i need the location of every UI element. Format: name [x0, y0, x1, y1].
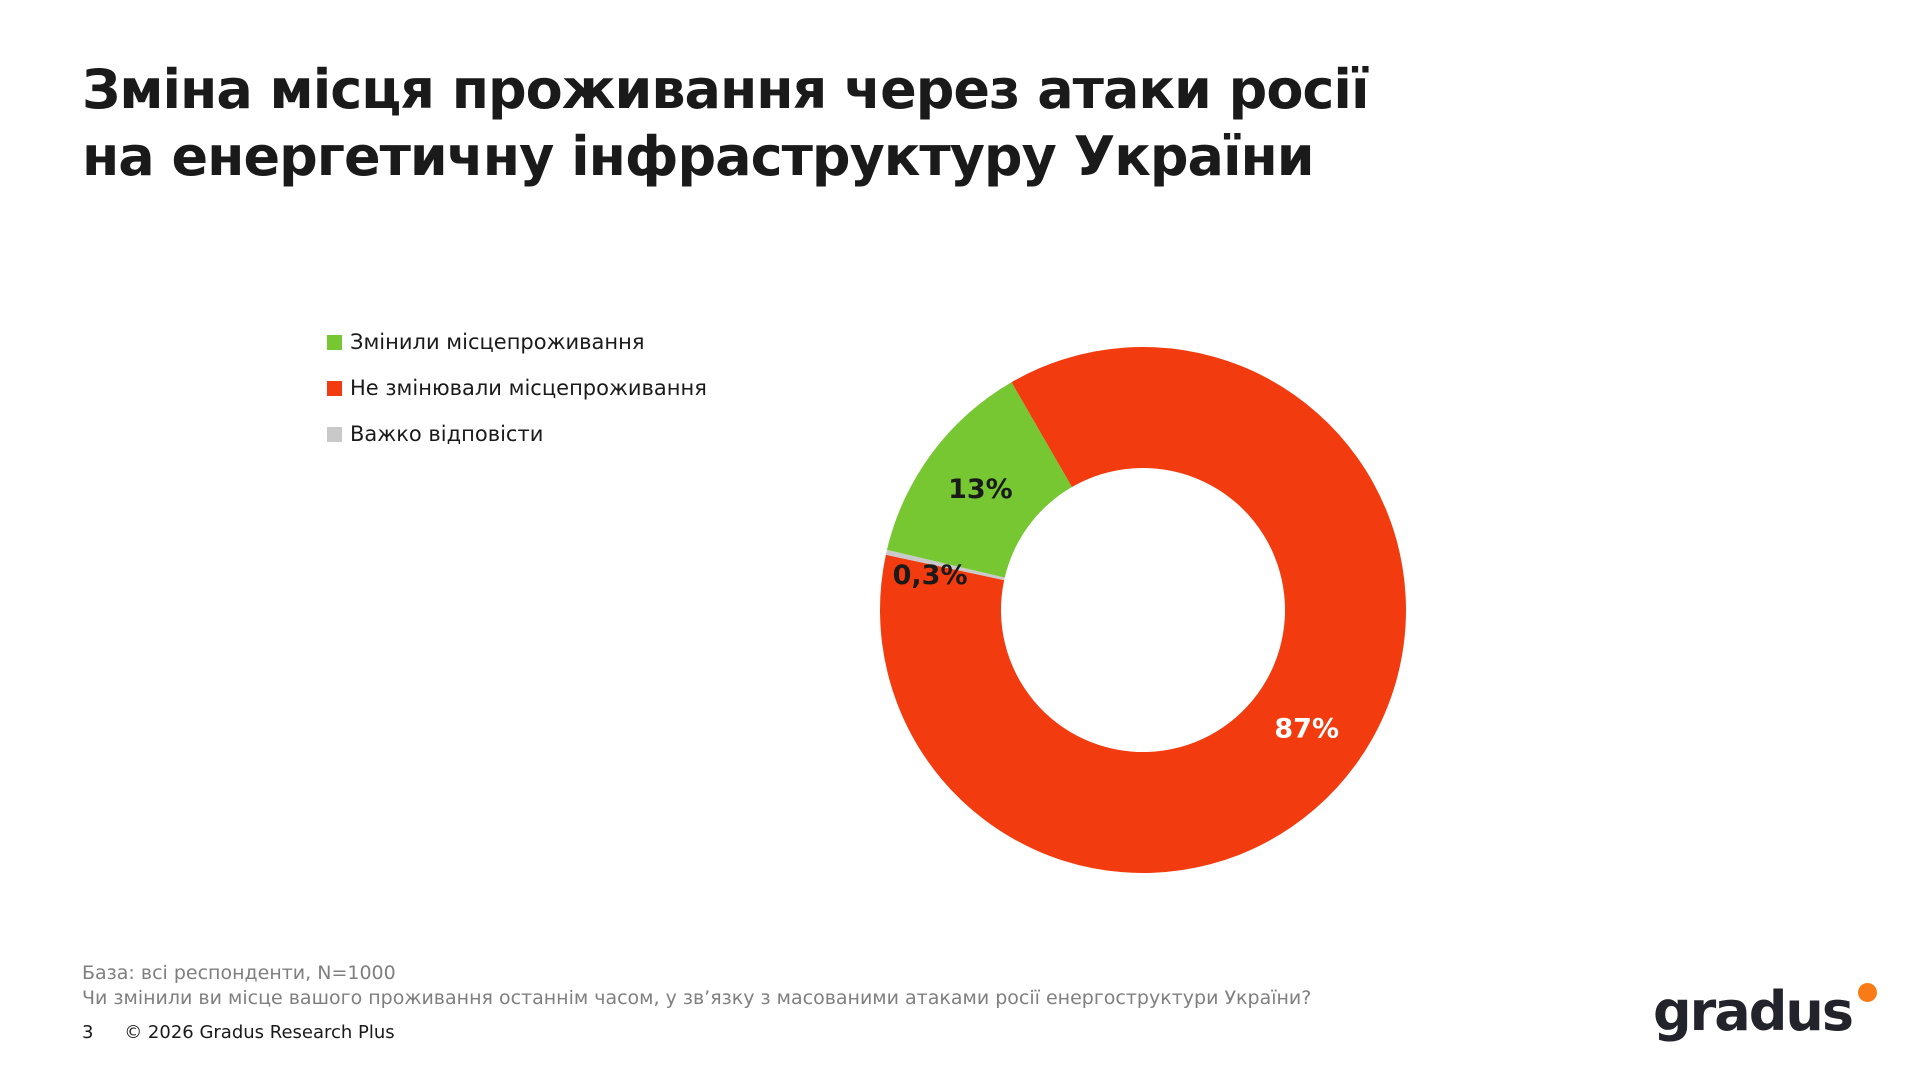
donut-segment	[880, 346, 1406, 873]
page-title-line2: на енергетичну інфраструктуру України	[82, 125, 1315, 188]
copyright: © 2026 Gradus Research Plus	[124, 1022, 395, 1043]
donut-segment	[885, 549, 1005, 581]
legend-swatch	[327, 427, 342, 442]
legend-item: Змінили місцепроживання	[327, 331, 707, 354]
donut-chart: 13% 87% 0,3%	[873, 340, 1413, 880]
footnotes: База: всі респонденти, N=1000 Чи змінили…	[82, 961, 1311, 1011]
logo-dot-icon	[1857, 983, 1877, 1002]
segment-label: 0,3%	[893, 560, 968, 591]
gradus-logo: gradus	[1653, 980, 1877, 1043]
page-number: 3	[82, 1022, 94, 1043]
logo-wordmark: gradus	[1653, 980, 1854, 1043]
legend-label: Змінили місцепроживання	[350, 330, 645, 354]
legend-swatch	[327, 381, 342, 396]
legend-swatch	[327, 335, 342, 350]
legend-label: Не змінювали місцепроживання	[350, 376, 707, 400]
chart-legend: Змінили місцепроживання Не змінювали місц…	[327, 331, 707, 469]
legend-item: Важко відповісти	[327, 423, 707, 446]
segment-label: 87%	[1274, 714, 1339, 745]
legend-label: Важко відповісти	[350, 422, 544, 446]
page-title-line1: Зміна місця проживання через атаки росії	[82, 58, 1369, 121]
legend-item: Не змінювали місцепроживання	[327, 377, 707, 400]
page-footer: 3 © 2026 Gradus Research Plus	[82, 1022, 395, 1043]
donut-segment	[886, 382, 1072, 578]
segment-label: 13%	[948, 474, 1013, 505]
base-note: База: всі респонденти, N=1000	[82, 962, 396, 984]
page-title: Зміна місця проживання через атаки росії…	[82, 56, 1369, 190]
question-note: Чи змінили ви місце вашого проживання ос…	[82, 987, 1312, 1009]
